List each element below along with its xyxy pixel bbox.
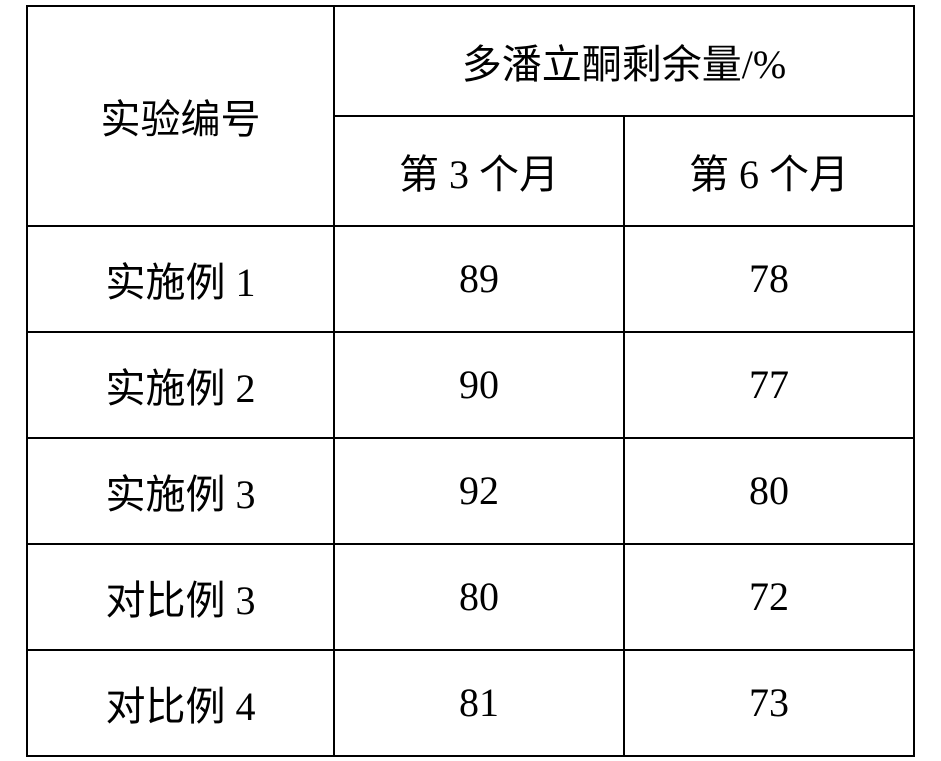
table-row: 实施例 3 92 80 [27,438,914,544]
row-value: 81 [334,650,624,756]
row-value: 92 [334,438,624,544]
row-value: 77 [624,332,914,438]
row-value: 89 [334,226,624,332]
row-label: 对比例 3 [27,544,334,650]
table-row: 对比例 4 81 73 [27,650,914,756]
row-label: 实施例 3 [27,438,334,544]
row-value: 78 [624,226,914,332]
table-container: 实验编号 多潘立酮剩余量/% 第 3 个月 第 6 个月 实施例 1 89 78… [0,0,941,761]
row-label: 实施例 2 [27,332,334,438]
table-row: 实施例 1 89 78 [27,226,914,332]
row-value: 80 [624,438,914,544]
header-group-label: 多潘立酮剩余量/% [334,6,914,116]
header-sub-1: 第 6 个月 [624,116,914,226]
row-value: 72 [624,544,914,650]
table-row: 对比例 3 80 72 [27,544,914,650]
row-label: 实施例 1 [27,226,334,332]
header-row-label: 实验编号 [27,6,334,226]
row-value: 73 [624,650,914,756]
row-value: 90 [334,332,624,438]
table-row: 实施例 2 90 77 [27,332,914,438]
row-label: 对比例 4 [27,650,334,756]
header-row-1: 实验编号 多潘立酮剩余量/% [27,6,914,116]
header-sub-0: 第 3 个月 [334,116,624,226]
data-table: 实验编号 多潘立酮剩余量/% 第 3 个月 第 6 个月 实施例 1 89 78… [26,5,915,757]
row-value: 80 [334,544,624,650]
